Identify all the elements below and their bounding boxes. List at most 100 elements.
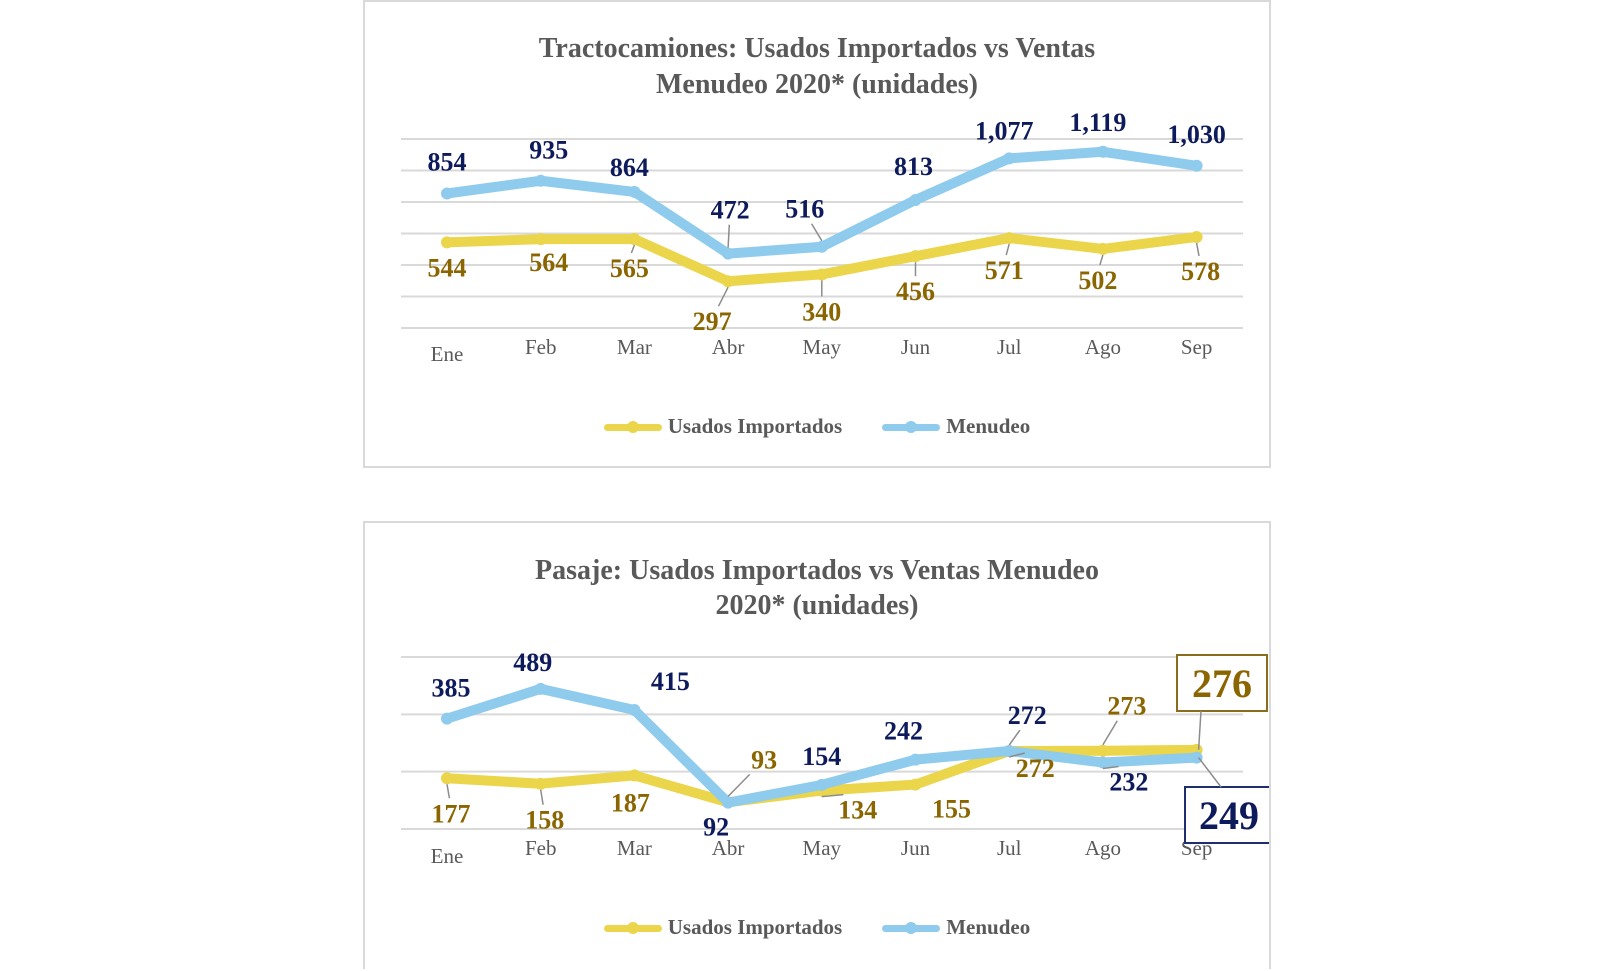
data-point-usados — [1003, 232, 1016, 245]
data-point-menudeo — [722, 796, 735, 809]
legend-label-menudeo: Menudeo — [946, 414, 1031, 438]
data-label-usados: 571 — [985, 256, 1024, 285]
x-tick-label: Sep — [1181, 335, 1213, 359]
data-point-menudeo — [909, 753, 922, 766]
data-point-menudeo — [815, 240, 828, 253]
data-label-usados: 134 — [838, 796, 877, 825]
data-label-menudeo: 1,077 — [975, 116, 1033, 145]
chart-legend: Usados Importados Menudeo — [365, 915, 1269, 940]
data-point-menudeo — [1003, 745, 1016, 758]
chart-title-line1: Tractocamiones: Usados Importados vs Ven… — [538, 33, 1096, 64]
leader-line — [539, 789, 544, 805]
leader-line — [1005, 243, 1010, 256]
gridlines — [401, 656, 1243, 830]
data-point-usados — [909, 778, 922, 791]
legend-swatch-usados — [603, 920, 662, 936]
data-point-menudeo — [628, 185, 641, 198]
data-label-usados: 456 — [896, 277, 935, 306]
chart-title-line2: Menudeo 2020* (unidades) — [655, 69, 979, 100]
data-label-menudeo: 415 — [651, 667, 690, 696]
legend-item-usados: Usados Importados — [603, 915, 843, 940]
leader-line — [1102, 765, 1119, 770]
data-label-menudeo: 92 — [703, 813, 729, 842]
data-point-menudeo — [1003, 152, 1016, 165]
callout-box-menudeo — [1184, 786, 1269, 844]
data-point-menudeo — [1096, 145, 1109, 158]
x-tick-label: Jun — [901, 335, 931, 359]
data-label-usados: 177 — [432, 799, 471, 828]
x-tick-label: Mar — [617, 335, 652, 359]
leader-line — [1197, 710, 1202, 750]
leader-line — [1099, 254, 1104, 266]
data-label-menudeo: 813 — [894, 152, 933, 181]
data-point-menudeo — [1190, 159, 1203, 172]
x-tick-label: Jul — [997, 836, 1022, 860]
leader-line — [1009, 752, 1025, 758]
data-point-menudeo — [441, 712, 453, 725]
gridlines — [401, 138, 1243, 329]
data-point-menudeo — [628, 704, 641, 717]
series-menudeo — [441, 145, 1203, 260]
data-label-menudeo: 249 — [1199, 793, 1259, 838]
chart-card-tractocamiones: Tractocamiones: Usados Importados vs Ven… — [363, 0, 1271, 468]
x-tick-label: Abr — [712, 836, 745, 860]
data-point-usados — [628, 769, 641, 782]
leader-line — [717, 286, 729, 307]
data-label-usados: 158 — [525, 806, 564, 835]
legend-label-usados: Usados Importados — [667, 915, 843, 939]
leader-line — [1008, 729, 1021, 746]
data-label-menudeo: 154 — [802, 742, 841, 771]
chart-legend: Usados Importados Menudeo — [365, 414, 1269, 439]
data-point-usados — [441, 772, 453, 785]
data-label-menudeo: 1,119 — [1069, 108, 1126, 137]
data-label-menudeo: 935 — [529, 136, 568, 165]
data-label-usados: 155 — [932, 795, 971, 824]
data-label-menudeo: 232 — [1109, 767, 1148, 796]
legend-label-usados: Usados Importados — [667, 414, 843, 438]
x-tick-label: Ene — [431, 342, 464, 366]
legend-item-menudeo: Menudeo — [882, 915, 1030, 940]
data-label-usados: 544 — [428, 253, 467, 282]
data-labels-menudeo: 854 935 864 472 516 813 1,077 1,119 1,030 — [428, 108, 1226, 248]
leader-line — [727, 224, 731, 248]
data-labels-usados: 177 158 187 93 134 155 272 273 276 — [432, 654, 1268, 835]
x-tick-label: Ago — [1085, 836, 1121, 860]
data-point-usados — [1096, 242, 1109, 255]
data-point-usados — [534, 233, 547, 246]
series-usados — [441, 230, 1203, 288]
data-point-usados — [815, 268, 828, 281]
data-point-usados — [1096, 744, 1109, 757]
x-tick-label: Mar — [617, 836, 652, 860]
data-point-menudeo — [441, 187, 453, 200]
legend-item-usados: Usados Importados — [603, 414, 843, 439]
data-label-menudeo: 864 — [610, 153, 649, 182]
data-label-usados: 340 — [802, 297, 841, 326]
data-point-menudeo — [722, 247, 735, 260]
leader-line — [1195, 242, 1200, 257]
data-label-menudeo: 489 — [513, 648, 552, 677]
legend-swatch-menudeo — [882, 419, 941, 435]
x-tick-label: Abr — [712, 335, 745, 359]
data-point-usados — [909, 250, 922, 263]
data-label-menudeo: 272 — [1008, 701, 1047, 730]
legend-swatch-menudeo — [882, 920, 941, 936]
data-point-menudeo — [909, 193, 922, 206]
data-labels-menudeo: 385 489 415 92 154 242 272 232 249 — [432, 648, 1269, 844]
chart-title-line2: 2020* (unidades) — [715, 590, 919, 621]
x-tick-label: Jul — [997, 335, 1022, 359]
leader-line — [1102, 720, 1118, 746]
data-label-usados: 297 — [693, 307, 732, 336]
data-label-usados: 272 — [1016, 754, 1055, 783]
legend-item-menudeo: Menudeo — [882, 414, 1030, 439]
callout-box-usados — [1176, 654, 1268, 712]
x-tick-label: May — [803, 335, 842, 359]
line-chart-tractocamiones: Ene Feb Mar Abr May Jun Jul Ago Sep 544 564 565 297 3… — [401, 108, 1243, 366]
data-point-usados — [1190, 230, 1203, 243]
data-label-usados: 273 — [1107, 692, 1146, 721]
data-label-menudeo: 385 — [432, 674, 471, 703]
legend-label-menudeo: Menudeo — [946, 915, 1031, 939]
data-label-usados: 564 — [529, 248, 568, 277]
leader-line — [810, 223, 823, 242]
data-label-usados: 565 — [610, 254, 649, 283]
data-label-usados: 93 — [751, 745, 777, 774]
